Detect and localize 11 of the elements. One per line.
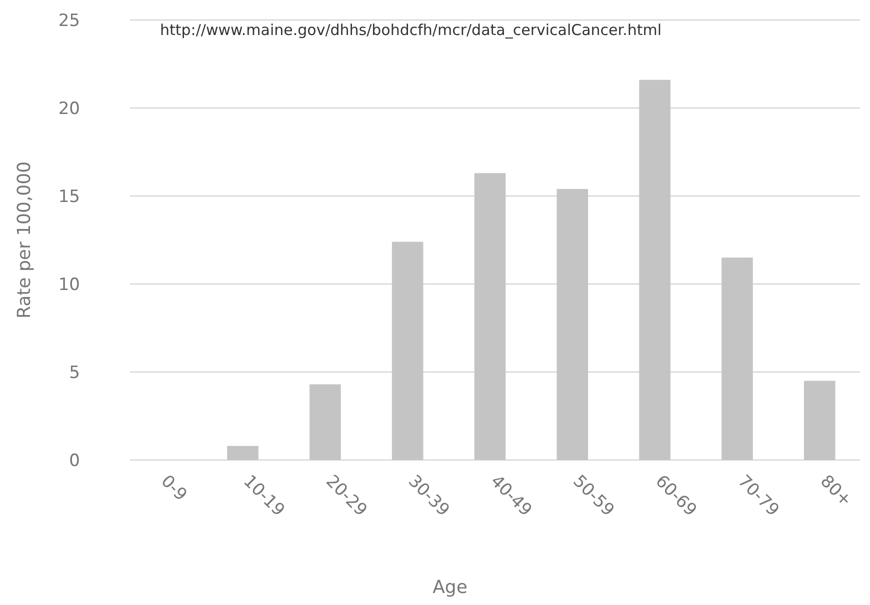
x-tick-label: 80+ — [816, 471, 856, 511]
x-tick-label: 0-9 — [156, 471, 191, 506]
y-tick-label: 10 — [58, 274, 80, 295]
y-tick-label: 0 — [69, 450, 80, 471]
y-tick-label: 25 — [58, 10, 80, 31]
y-tick-label: 5 — [69, 362, 80, 383]
x-axis-title: Age — [432, 577, 468, 598]
y-tick-label: 15 — [58, 186, 80, 207]
annotation: http://www.maine.gov/dhhs/bohdcfh/mcr/data_cervicalCancer.html — [160, 21, 662, 39]
y-axis-title: Rate per 100,000 — [14, 161, 35, 319]
y-tick-label: 20 — [58, 98, 80, 119]
